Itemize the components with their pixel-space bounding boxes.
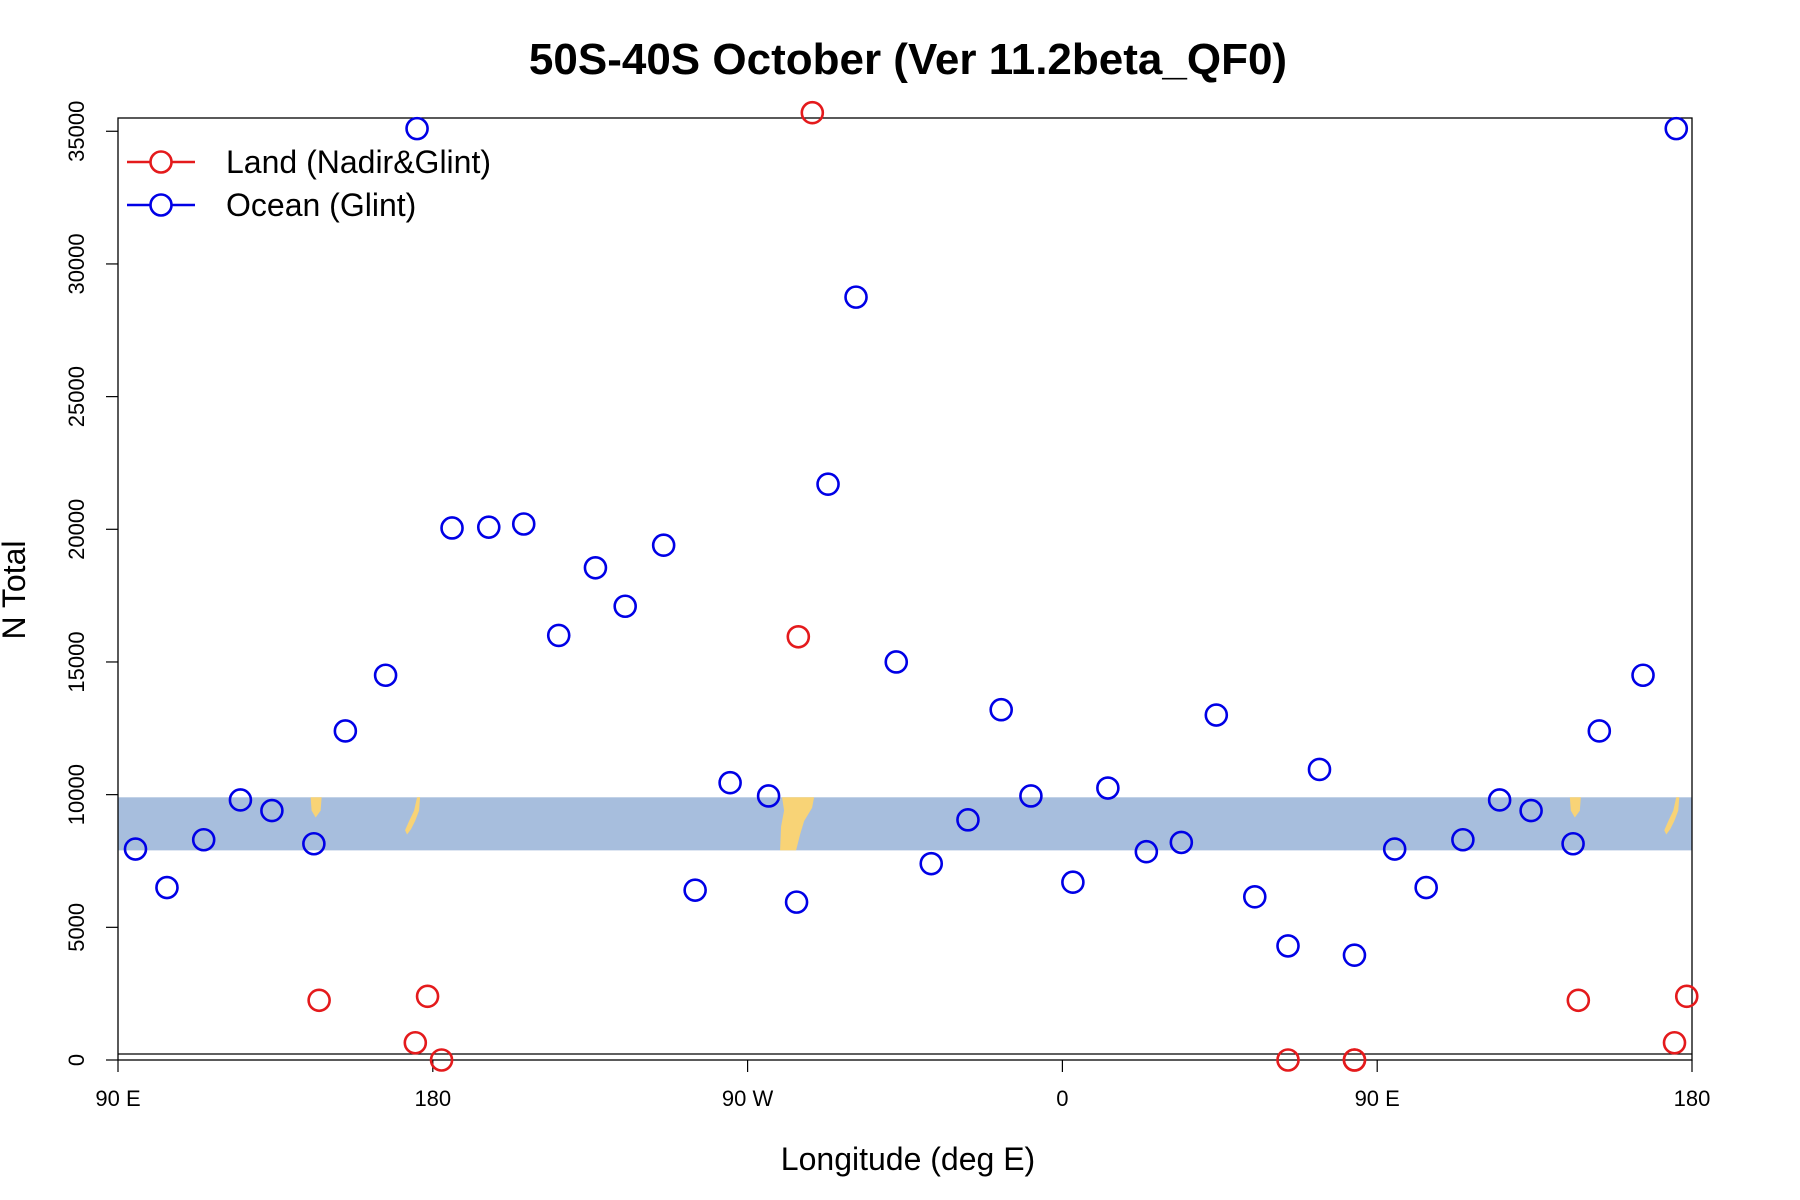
y-tick-label: 20000: [64, 499, 89, 560]
data-point: [1674, 984, 1699, 1009]
data-point: [155, 875, 179, 900]
data-point: [1134, 839, 1159, 864]
data-point: [1342, 943, 1367, 967]
data-point: [405, 116, 429, 141]
data-point: [1587, 719, 1612, 743]
data-point: [784, 890, 809, 914]
data-point: [919, 851, 944, 876]
data-point: [756, 784, 781, 808]
x-tick-label: 90 E: [1355, 1086, 1400, 1111]
data-point: [786, 624, 811, 649]
data-point: [718, 770, 742, 795]
map-strip: [118, 797, 1692, 851]
data-point: [1096, 776, 1120, 800]
y-tick-label: 10000: [64, 764, 89, 825]
new-zealand-land-west: [405, 797, 421, 835]
y-axis-label: N Total: [0, 540, 32, 639]
data-point: [1382, 837, 1407, 861]
data-point: [1276, 1048, 1300, 1072]
data-point: [476, 515, 501, 539]
y-tick-label: 15000: [64, 631, 89, 692]
data-point: [1342, 1048, 1367, 1072]
data-point: [403, 1030, 428, 1055]
data-point: [1061, 870, 1085, 895]
data-point: [1662, 1030, 1687, 1055]
ocean-band: [118, 797, 1692, 851]
x-tick-label: 180: [414, 1086, 451, 1111]
x-tick-label: 0: [1056, 1086, 1068, 1111]
data-point: [1242, 885, 1267, 909]
south-america-land: [780, 797, 815, 851]
series-layer: [123, 100, 1699, 1072]
tasmania-land-east: [1569, 797, 1581, 818]
data-point: [816, 472, 840, 496]
y-axis: 0 5000 10000 15000 20000 25000 30000 35000: [64, 101, 118, 1066]
legend-label: Ocean (Glint): [226, 187, 416, 223]
legend-marker: [149, 193, 173, 217]
data-point: [1451, 827, 1475, 852]
x-tick-label: 180: [1674, 1086, 1711, 1111]
data-point: [683, 878, 707, 902]
data-point: [613, 594, 637, 619]
data-point: [800, 100, 825, 125]
series-ocean: [123, 116, 1689, 967]
data-point: [1307, 757, 1332, 782]
data-point: [1664, 116, 1689, 141]
data-point: [884, 650, 909, 674]
data-point: [1519, 798, 1543, 823]
data-point: [191, 827, 216, 852]
data-point: [583, 555, 608, 580]
new-zealand-land-east: [1664, 797, 1680, 835]
data-point: [440, 516, 464, 540]
data-point: [373, 663, 398, 688]
data-point: [123, 837, 148, 861]
legend-marker: [149, 150, 173, 174]
data-point: [651, 533, 676, 558]
data-point: [429, 1048, 454, 1072]
y-tick-label: 0: [64, 1054, 89, 1066]
y-tick-label: 30000: [64, 233, 89, 294]
legend: Land (Nadir&Glint) Ocean (Glint): [127, 144, 491, 223]
data-point: [956, 808, 980, 832]
data-point: [1487, 788, 1512, 812]
legend-label: Land (Nadir&Glint): [226, 144, 491, 180]
data-point: [307, 988, 331, 1013]
x-tick-label: 90 E: [95, 1086, 140, 1111]
data-point: [546, 623, 571, 648]
data-point: [511, 512, 536, 536]
data-point: [228, 788, 253, 812]
data-point: [1169, 830, 1194, 855]
data-point: [989, 697, 1013, 722]
chart-title: 50S-40S October (Ver 11.2beta_QF0): [529, 35, 1287, 84]
x-tick-label: 90 W: [722, 1086, 774, 1111]
data-point: [333, 719, 358, 743]
land-shapes: [310, 797, 1680, 851]
data-point: [1276, 934, 1300, 958]
tasmania-land-west: [310, 797, 322, 818]
data-point: [302, 831, 326, 856]
x-axis: 90 E 180 90 W 0 90 E 180: [95, 1060, 1710, 1111]
data-point: [415, 984, 440, 1009]
data-point: [1414, 875, 1438, 900]
y-tick-label: 5000: [64, 903, 89, 952]
data-point: [1204, 703, 1229, 727]
data-point: [1019, 784, 1043, 808]
y-tick-label: 25000: [64, 366, 89, 427]
data-point: [1566, 988, 1591, 1013]
data-point: [1631, 663, 1655, 688]
data-point: [260, 798, 284, 823]
data-point: [1561, 831, 1585, 856]
data-point: [844, 285, 868, 309]
y-tick-label: 35000: [64, 101, 89, 162]
plot-frame: [117, 117, 1693, 1061]
series-land: [307, 100, 1699, 1072]
x-axis-label: Longitude (deg E): [781, 1141, 1035, 1177]
